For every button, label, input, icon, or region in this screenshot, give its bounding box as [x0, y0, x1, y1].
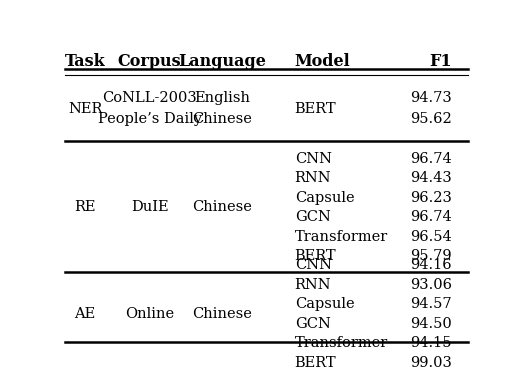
Text: Task: Task [65, 53, 106, 70]
Text: 96.74
94.43
96.23
96.74
96.54
95.79: 96.74 94.43 96.23 96.74 96.54 95.79 [410, 152, 452, 263]
Text: BERT: BERT [295, 102, 336, 116]
Text: Corpus: Corpus [118, 53, 181, 70]
Text: Chinese: Chinese [192, 307, 252, 321]
Text: English
Chinese: English Chinese [192, 91, 252, 126]
Text: Model: Model [295, 53, 350, 70]
Text: Chinese: Chinese [192, 200, 252, 214]
Text: CNN
RNN
Capsule
GCN
Transformer
BERT: CNN RNN Capsule GCN Transformer BERT [295, 258, 388, 369]
Text: Online: Online [125, 307, 174, 321]
Text: Language: Language [178, 53, 266, 70]
Text: CoNLL-2003
People’s Daily: CoNLL-2003 People’s Daily [98, 91, 202, 126]
Text: AE: AE [74, 307, 96, 321]
Text: DuIE: DuIE [131, 200, 168, 214]
Text: 94.16
93.06
94.57
94.50
94.15
99.03: 94.16 93.06 94.57 94.50 94.15 99.03 [410, 258, 452, 369]
Text: NER: NER [68, 102, 102, 116]
Text: 94.73
95.62: 94.73 95.62 [410, 91, 452, 126]
Text: RE: RE [74, 200, 96, 214]
Text: CNN
RNN
Capsule
GCN
Transformer
BERT: CNN RNN Capsule GCN Transformer BERT [295, 152, 388, 263]
Text: F1: F1 [429, 53, 452, 70]
